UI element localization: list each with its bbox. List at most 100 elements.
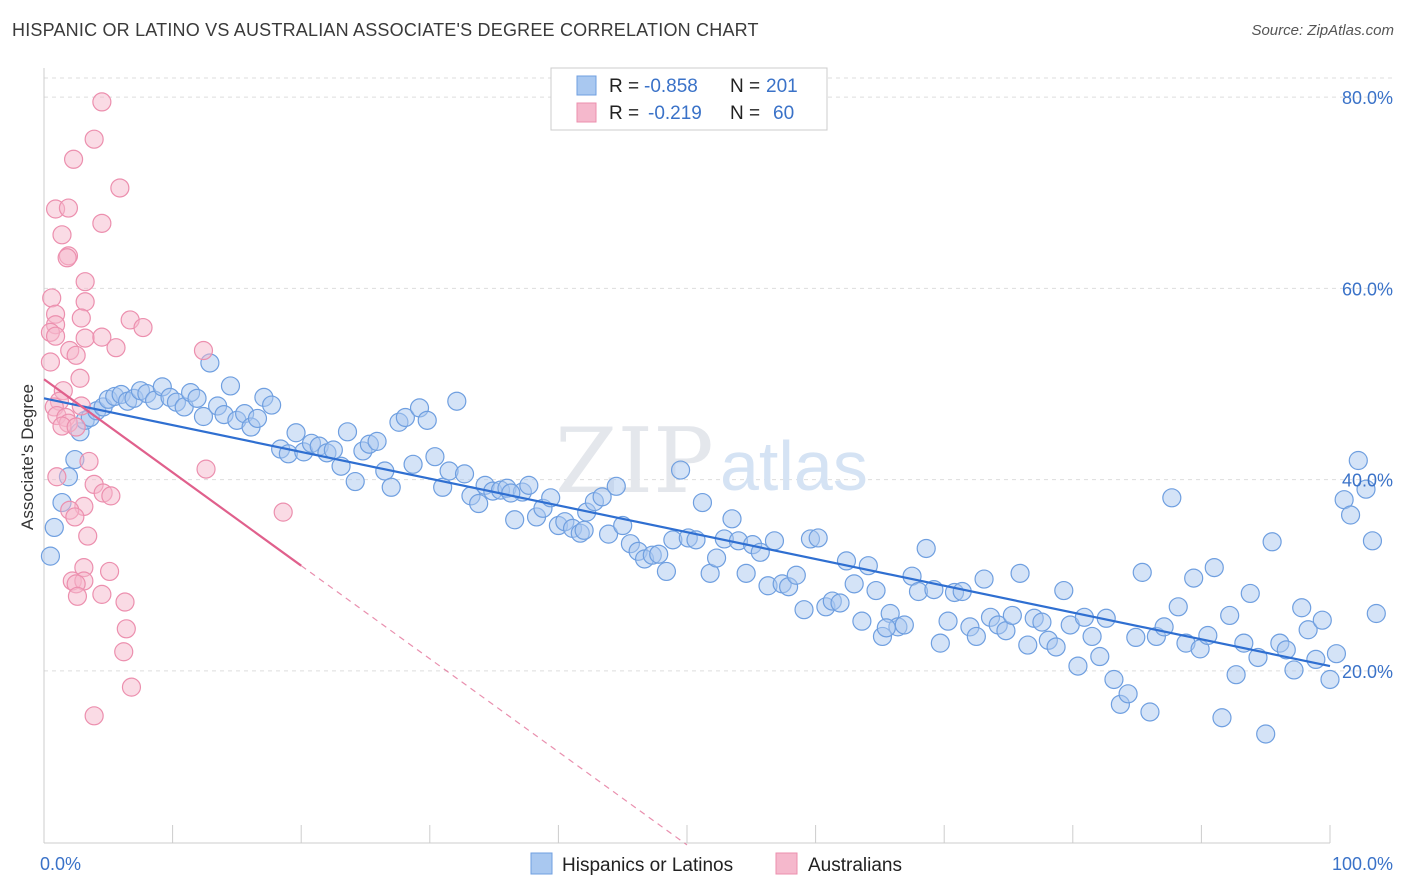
hispanic-point-171: [1256, 724, 1276, 744]
hispanic-point-53: [403, 454, 423, 474]
hispanic-point-161: [1184, 568, 1204, 588]
hispanic-point-185: [1356, 479, 1376, 499]
hispanic-point-177: [1298, 620, 1318, 640]
hispanic-point-24: [193, 406, 214, 427]
legend-swatch-australians: [775, 852, 798, 875]
australian-point-14: [71, 308, 91, 328]
hispanic-point-109: [808, 528, 828, 548]
hispanic-point-62: [469, 493, 489, 514]
australian-point-0: [92, 92, 112, 112]
hispanic-point-179: [1312, 610, 1332, 630]
y-tick-label-0: 20.0%: [1342, 662, 1393, 682]
hispanic-point-186: [1362, 531, 1383, 551]
chart-title: HISPANIC OR LATINO VS AUSTRALIAN ASSOCIA…: [12, 20, 759, 40]
hispanic-point-190: [876, 618, 896, 638]
australian-trend-line: [43, 378, 302, 567]
stats-r-value-2: -0.219: [648, 103, 702, 124]
legend-label-hispanics: Hispanics or Latinos: [562, 855, 733, 876]
hispanic-point-187: [1366, 603, 1386, 624]
hispanic-point-28: [220, 376, 241, 396]
hispanic-point-145: [1068, 656, 1088, 676]
hispanic-point-124: [916, 538, 936, 559]
hispanic-point-82: [613, 515, 633, 536]
hispanic-point-44: [337, 422, 358, 442]
hispanic-point-142: [1046, 637, 1066, 657]
hispanic-point-81: [606, 476, 626, 496]
stats-n-value-1: 201: [766, 76, 798, 97]
legend-label-australians: Australians: [808, 855, 902, 876]
hispanic-point-167: [1226, 665, 1246, 685]
stats-n-value-2: 60: [773, 103, 794, 124]
australian-point-6: [92, 213, 112, 233]
hispanic-point-115: [852, 611, 872, 631]
hispanic-point-178: [1306, 649, 1326, 670]
hispanic-point-67: [505, 510, 525, 530]
y-tick-label-1: 40.0%: [1342, 471, 1393, 491]
hispanic-point-154: [1132, 562, 1152, 582]
hispanic-point-181: [1326, 644, 1347, 664]
australian-point-38: [47, 467, 67, 487]
australian-trend-extension: [300, 565, 688, 846]
hispanic-point-176: [1292, 598, 1312, 618]
australian-point-37: [79, 451, 99, 472]
hispanic-point-1: [44, 517, 64, 538]
australian-point-56: [116, 619, 136, 639]
stats-r-value-1: -0.858: [644, 76, 698, 97]
hispanic-point-60: [454, 464, 475, 484]
australian-point-39: [196, 459, 216, 479]
hispanic-point-136: [1002, 605, 1022, 626]
hispanic-point-103: [764, 531, 785, 551]
hispanic-point-59: [447, 391, 467, 411]
hispanic-point-93: [692, 492, 713, 513]
hispanic-point-121: [894, 615, 914, 635]
hispanic-point-80: [598, 524, 619, 544]
australian-point-26: [66, 345, 86, 365]
australian-point-9: [57, 248, 77, 268]
australian-point-42: [101, 486, 121, 506]
y-tick-label-3: 80.0%: [1342, 88, 1393, 108]
hispanic-point-0: [40, 546, 61, 566]
hispanic-point-174: [1276, 640, 1296, 660]
hispanic-point-131: [966, 626, 986, 647]
hispanic-point-153: [1126, 627, 1146, 648]
hispanic-point-52: [395, 407, 415, 428]
legend: Hispanics or Latinos Australians: [530, 852, 902, 876]
hispanic-point-159: [1168, 597, 1188, 617]
australian-point-59: [84, 706, 104, 726]
x-tick-label-1: 100.0%: [1332, 854, 1393, 874]
stats-n-label-1: N =: [730, 76, 760, 97]
hispanic-trend-line: [43, 397, 1331, 668]
australian-point-10: [75, 272, 95, 292]
hispanic-point-90: [670, 460, 691, 480]
hispanic-point-152: [1118, 684, 1138, 704]
australian-point-55: [115, 592, 135, 612]
australian-point-5: [58, 198, 79, 218]
hispanic-point-164: [1204, 557, 1224, 578]
australian-point-2: [63, 149, 84, 169]
australian-point-20: [75, 328, 95, 348]
australian-point-19: [45, 326, 66, 346]
hispanic-point-32: [247, 408, 268, 429]
australian-point-7: [52, 225, 72, 245]
watermark-atlas: atlas: [720, 427, 868, 505]
hispanic-point-97: [722, 509, 742, 529]
australian-point-22: [106, 338, 126, 358]
series-australians-points: [40, 92, 293, 726]
australian-point-36: [66, 417, 86, 437]
stats-swatch-blue: [576, 75, 597, 96]
y-tick-labels: 20.0% 40.0% 60.0% 80.0%: [1342, 88, 1393, 682]
watermark-zip: ZIP: [555, 409, 714, 514]
hispanic-point-56: [425, 447, 445, 467]
australian-point-57: [114, 642, 134, 662]
australian-point-50: [99, 561, 120, 582]
hispanic-point-99: [736, 563, 756, 583]
axes: [43, 68, 1331, 844]
x-tick-label-0: 0.0%: [40, 854, 81, 874]
hispanic-point-184: [1348, 450, 1368, 471]
australian-point-11: [42, 288, 62, 308]
legend-swatch-hispanics: [530, 852, 553, 875]
hispanic-point-172: [1262, 532, 1282, 552]
hispanic-point-114: [844, 574, 864, 594]
hispanic-point-95: [706, 548, 727, 568]
